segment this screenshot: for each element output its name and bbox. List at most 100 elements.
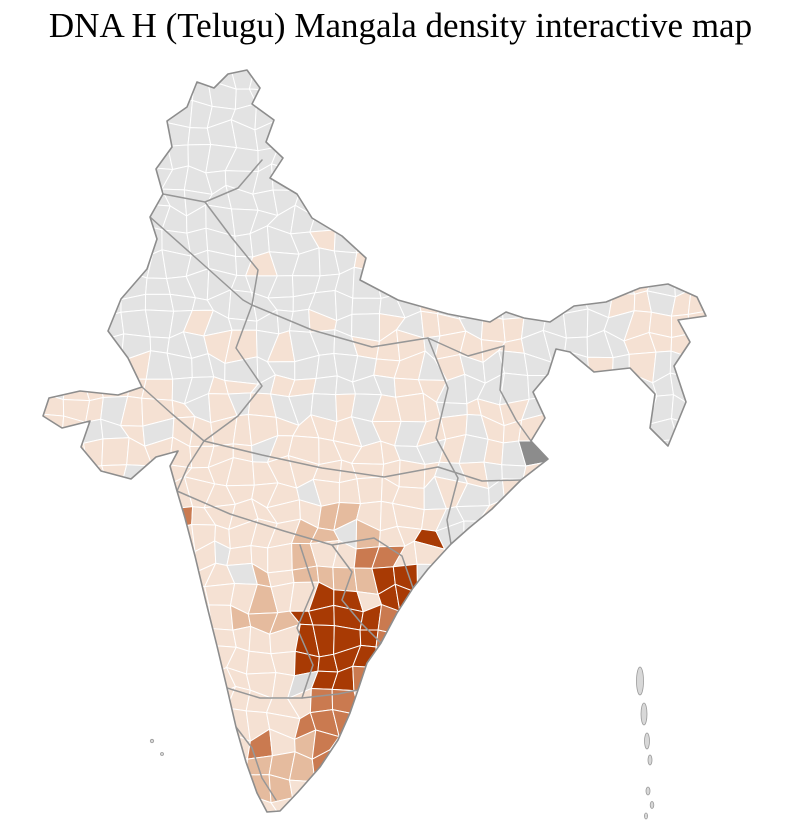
district-cell[interactable] [581, 103, 607, 133]
district-cell[interactable] [777, 731, 801, 757]
district-cell[interactable] [0, 207, 23, 235]
district-cell[interactable] [163, 758, 187, 781]
district-cell[interactable] [623, 562, 651, 595]
district-cell[interactable] [415, 791, 444, 819]
district-cell[interactable] [77, 604, 112, 635]
district-cell[interactable] [688, 395, 714, 427]
district-cell[interactable] [782, 267, 801, 297]
district-cell[interactable] [518, 184, 546, 211]
district-cell[interactable] [123, 504, 153, 532]
district-cell[interactable] [736, 529, 761, 550]
district-cell[interactable] [588, 731, 610, 757]
district-cell[interactable] [713, 418, 741, 436]
district-cell[interactable] [266, 811, 301, 837]
district-cell[interactable] [414, 650, 444, 671]
district-cell[interactable] [709, 144, 741, 166]
district-cell[interactable] [15, 506, 44, 529]
district-cell[interactable] [730, 65, 760, 89]
district-cell[interactable] [712, 102, 736, 130]
district-cell[interactable] [695, 357, 720, 382]
district-cell[interactable] [751, 562, 780, 592]
district-cell[interactable] [750, 130, 775, 153]
district-cell[interactable] [521, 229, 552, 257]
district-cell[interactable] [399, 691, 421, 719]
district-cell[interactable] [457, 644, 485, 675]
district-cell[interactable] [245, 774, 272, 804]
district-cell[interactable] [434, 749, 466, 772]
district-cell[interactable] [710, 519, 736, 547]
district-cell[interactable] [693, 625, 713, 652]
district-cell[interactable] [314, 776, 337, 805]
district-cell[interactable] [79, 118, 110, 145]
district-cell[interactable] [499, 632, 521, 649]
district-cell[interactable] [736, 129, 756, 145]
district-cell[interactable] [547, 105, 567, 127]
district-cell[interactable] [317, 143, 340, 175]
district-cell[interactable] [15, 526, 44, 547]
district-cell[interactable] [350, 777, 379, 799]
district-cell[interactable] [518, 603, 549, 637]
district-cell[interactable] [459, 749, 481, 783]
district-cell[interactable] [359, 146, 381, 172]
district-cell[interactable] [729, 332, 751, 358]
district-cell[interactable] [648, 245, 675, 273]
district-cell[interactable] [793, 102, 801, 131]
district-cell[interactable] [101, 437, 130, 467]
district-cell[interactable] [36, 184, 70, 212]
district-cell[interactable] [627, 499, 657, 523]
district-cell[interactable] [123, 62, 144, 87]
district-cell[interactable] [414, 233, 439, 258]
district-cell[interactable] [771, 677, 801, 689]
district-cell[interactable] [39, 645, 66, 675]
district-cell[interactable] [542, 460, 574, 490]
district-cell[interactable] [540, 818, 573, 837]
district-cell[interactable] [606, 644, 637, 677]
district-cell[interactable] [478, 605, 502, 635]
district-cell[interactable] [625, 118, 650, 148]
district-cell[interactable] [581, 82, 610, 111]
district-cell[interactable] [688, 647, 720, 674]
district-cell[interactable] [160, 669, 195, 693]
district-cell[interactable] [735, 649, 758, 672]
district-cell[interactable] [603, 772, 635, 802]
district-cell[interactable] [62, 644, 92, 673]
district-cell[interactable] [573, 818, 586, 837]
district-cell[interactable] [103, 604, 125, 636]
district-cell[interactable] [393, 647, 426, 671]
district-cell[interactable] [442, 548, 465, 572]
district-cell[interactable] [79, 308, 111, 341]
district-cell[interactable] [351, 297, 382, 315]
district-cell[interactable] [86, 668, 103, 693]
district-cell[interactable] [794, 372, 801, 402]
district-cell[interactable] [543, 183, 571, 211]
district-cell[interactable] [565, 124, 591, 149]
district-cell[interactable] [566, 592, 584, 608]
district-cell[interactable] [377, 65, 396, 84]
district-cell[interactable] [539, 80, 573, 112]
district-cell[interactable] [733, 586, 762, 608]
district-cell[interactable] [712, 605, 742, 628]
district-cell[interactable] [647, 689, 679, 721]
district-cell[interactable] [591, 687, 611, 721]
district-cell[interactable] [416, 193, 441, 217]
district-cell[interactable] [645, 542, 678, 567]
district-cell[interactable] [334, 104, 363, 128]
district-cell[interactable] [690, 266, 718, 297]
district-cell[interactable] [630, 164, 650, 197]
district-cell[interactable] [676, 64, 695, 91]
district-cell[interactable] [609, 398, 632, 427]
district-cell[interactable] [519, 60, 543, 90]
district-cell[interactable] [547, 229, 566, 257]
district-cell[interactable] [755, 708, 777, 734]
district-cell[interactable] [352, 183, 383, 212]
district-cell[interactable] [733, 422, 758, 436]
district-cell[interactable] [104, 118, 126, 145]
district-cell[interactable] [16, 816, 41, 837]
district-cell[interactable] [565, 460, 595, 490]
district-cell[interactable] [478, 266, 503, 301]
district-cell[interactable] [754, 482, 780, 501]
district-cell[interactable] [190, 65, 209, 84]
district-cell[interactable] [413, 250, 444, 272]
district-cell[interactable] [750, 551, 778, 571]
